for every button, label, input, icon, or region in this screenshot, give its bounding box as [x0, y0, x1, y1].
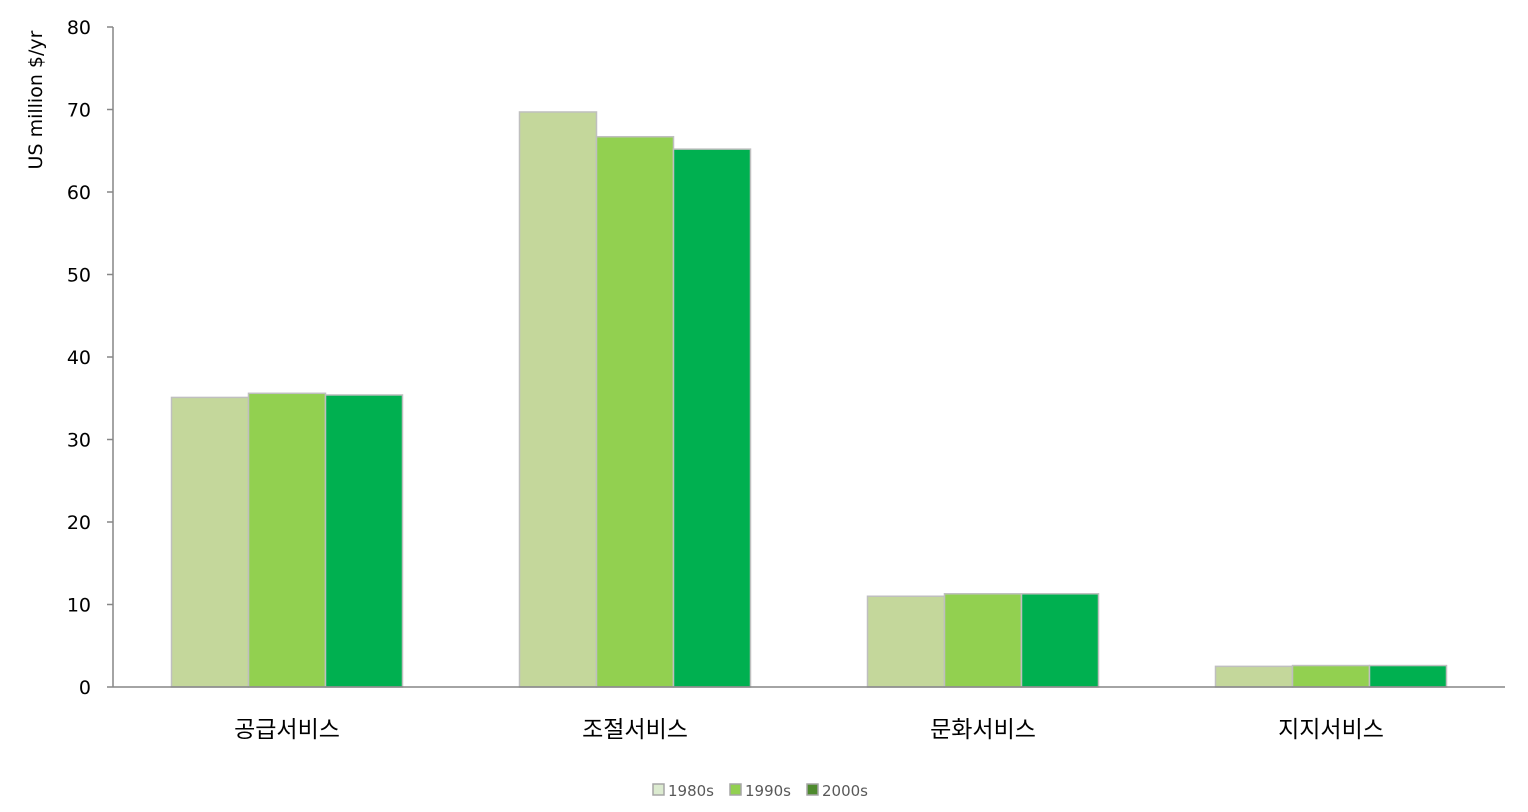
bar-1990s-1: [247, 392, 327, 688]
bar-2000s-2: [672, 148, 752, 688]
bar-1990s-4: [1291, 664, 1371, 688]
y-axis-label: US million $/yr: [25, 30, 47, 169]
bar-2000s-3: [1020, 593, 1100, 688]
legend-label: 1980s: [668, 782, 714, 800]
y-tick-label: 20: [67, 512, 91, 534]
legend-swatch: [806, 783, 819, 796]
legend-swatch: [729, 783, 742, 796]
legend-swatch: [652, 783, 665, 796]
x-tick-label: 문화서비스: [930, 717, 1036, 743]
legend-label: 2000s: [822, 782, 868, 800]
bar-1980s-3: [866, 595, 946, 688]
bar-1980s-2: [518, 111, 598, 688]
bars: [170, 111, 1448, 688]
y-tick-label: 70: [67, 100, 91, 122]
x-tick-label: 공급서비스: [234, 717, 340, 743]
bar-1980s-4: [1214, 665, 1294, 688]
legend-label: 1990s: [745, 782, 791, 800]
y-tick-label: 60: [67, 182, 91, 204]
x-axis: 공급서비스 조절서비스 문화서비스 지지서비스: [113, 686, 1505, 743]
legend: 1980s 1990s 2000s: [652, 782, 868, 800]
y-tick-label: 80: [67, 17, 91, 39]
y-tick-label: 30: [67, 430, 91, 452]
y-tick-label: 10: [67, 595, 91, 617]
y-tick-label: 0: [79, 677, 91, 699]
y-tick-label: 50: [67, 265, 91, 287]
x-tick-label: 지지서비스: [1278, 717, 1384, 743]
bar-1990s-2: [595, 135, 675, 688]
bar-1990s-3: [943, 593, 1023, 688]
y-tick-label: 40: [67, 347, 91, 369]
y-axis: 0 10 20 30 40 50 60 70 80: [67, 17, 114, 699]
bar-2000s-1: [324, 394, 404, 688]
bar-2000s-4: [1368, 664, 1448, 688]
bar-1980s-1: [170, 396, 250, 688]
x-tick-label: 조절서비스: [582, 717, 688, 743]
